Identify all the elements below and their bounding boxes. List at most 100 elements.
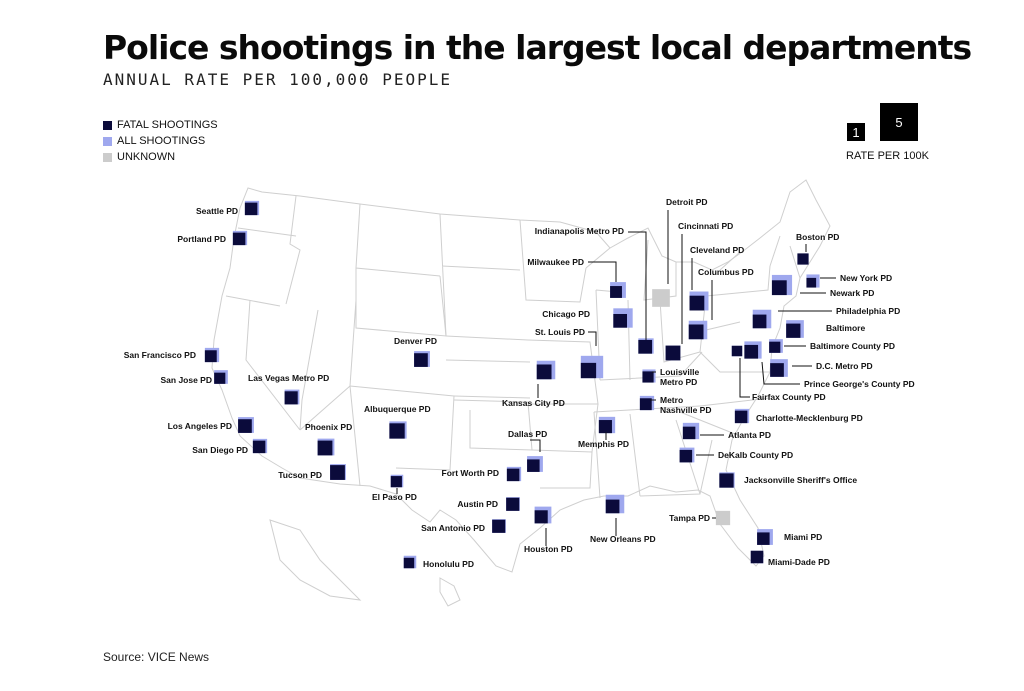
department-markers <box>204 200 820 569</box>
leader-indianapolis-metro-pd <box>628 231 647 340</box>
marker-fatal-new-orleans-pd <box>605 499 620 514</box>
label-tampa-pd: Tampa PD <box>669 513 710 523</box>
border-ar-la <box>531 403 599 489</box>
label-dekalb-county-pd: DeKalb County PD <box>718 450 793 460</box>
marker-fatal-chicago-pd <box>613 313 628 328</box>
marker-fatal-indianapolis-metro-pd <box>638 339 653 354</box>
department-labels: Seattle PD Portland PD San Francisco PD San… <box>124 197 915 569</box>
label-houston-pd: Houston PD <box>524 544 573 554</box>
marker-fatal-cleveland-pd <box>689 295 705 311</box>
border-wa-or <box>237 227 297 237</box>
label-baltimore-county-pd: Baltimore County PD <box>810 341 895 351</box>
marker-fatal-seattle-pd <box>244 202 258 216</box>
border-va-wv <box>699 321 770 373</box>
marker-fatal-dallas-pd <box>527 459 540 472</box>
marker-fatal-charlotte-mecklenburg-pd <box>734 410 748 424</box>
label-atlanta-pd: Atlanta PD <box>728 430 771 440</box>
marker-fatal-houston-pd <box>534 510 548 524</box>
marker-fatal-dekalb-county-pd <box>679 449 693 463</box>
border-pa-ny <box>705 251 771 297</box>
marker-fatal-tucson-pd <box>330 465 345 480</box>
label-san-jose-pd: San Jose PD <box>161 375 213 385</box>
marker-fatal-st-louis-pd <box>580 362 597 379</box>
label-san-diego-pd: San Diego PD <box>192 445 248 455</box>
marker-fatal-san-diego-pd <box>252 440 266 454</box>
scale-label: RATE PER 100K <box>846 150 929 162</box>
size-scale: 1 5 RATE PER 100K <box>842 103 942 163</box>
border-nc-sc <box>679 397 771 437</box>
marker-fatal-portland-pd <box>232 232 246 246</box>
scale-small-value: 1 <box>852 124 860 140</box>
marker-fatal-philadelphia-pd <box>752 314 767 329</box>
alaska-outline <box>269 519 362 601</box>
label-fort-worth-pd: Fort Worth PD <box>442 468 499 478</box>
marker-fatal-d-c-metro-pd <box>770 363 784 377</box>
legend-item-all: ALL SHOOTINGS <box>103 133 218 149</box>
legend-label-all: ALL SHOOTINGS <box>117 135 206 147</box>
marker-fatal-las-vegas-metro-pd <box>284 391 298 405</box>
label-dallas-pd: Dallas PD <box>508 429 547 439</box>
label-los-angeles-pd: Los Angeles PD <box>168 421 232 431</box>
border-dakotas <box>439 213 521 337</box>
marker-fatal-columbus-pd <box>688 324 704 340</box>
marker-fatal-newark-pd <box>771 280 787 296</box>
label-detroit-pd: Detroit PD <box>666 197 708 207</box>
label-new-york-pd: New York PD <box>840 273 892 283</box>
marker-fatal-baltimore <box>786 323 801 338</box>
border-mt <box>355 203 441 277</box>
marker-fatal-fairfax-county-pd <box>731 345 743 357</box>
border-id <box>285 195 301 305</box>
border-co-nm <box>349 385 455 397</box>
label-cleveland-pd: Cleveland PD <box>690 245 744 255</box>
border-ut-co <box>349 299 357 387</box>
border-ms-al <box>593 411 641 499</box>
label-san-antonio-pd: San Antonio PD <box>421 523 485 533</box>
label-denver-pd: Denver PD <box>394 336 437 346</box>
marker-fatal-louisville-metro-pd <box>642 371 654 383</box>
border-mn-ia <box>519 219 587 303</box>
marker-fatal-miami-pd <box>757 532 770 545</box>
scale-large-value: 5 <box>895 114 903 130</box>
label-memphis-pd: Memphis PD <box>578 439 629 449</box>
marker-fatal-austin-pd <box>506 497 520 511</box>
leader-st-louis-pd <box>588 331 597 346</box>
label-philadelphia-pd: Philadelphia PD <box>836 306 900 316</box>
legend-swatch-unknown <box>103 152 112 162</box>
label-phoenix-pd: Phoenix PD <box>305 422 352 432</box>
legend-swatch-fatal <box>103 120 112 130</box>
marker-fatal-cincinnati-pd <box>665 345 681 361</box>
marker-fatal-san-francisco-pd <box>204 350 217 363</box>
marker-fatal-honolulu-pd <box>403 557 415 569</box>
leader-fairfax-county-pd <box>739 358 750 398</box>
marker-fatal-phoenix-pd <box>317 440 333 456</box>
label-tucson-pd: Tucson PD <box>278 470 322 480</box>
marker-fatal-el-paso-pd <box>390 476 402 488</box>
label-louisville-metro-pd: Louisville Metro PD <box>660 367 699 387</box>
marker-fatal-memphis-pd <box>598 420 612 434</box>
legend-label-fatal: FATAL SHOOTINGS <box>117 119 218 131</box>
label-austin-pd: Austin PD <box>457 499 498 509</box>
leader-milwaukee-pd <box>588 261 617 282</box>
marker-fatal-albuquerque-pd <box>389 423 405 439</box>
label-kansas-city-pd: Kansas City PD <box>502 398 565 408</box>
leader-prince-george-s-county-pd <box>761 361 800 385</box>
border-or-ca <box>225 295 281 307</box>
marker-fatal-san-antonio-pd <box>492 519 506 533</box>
marker-fatal-los-angeles-pd <box>238 419 252 433</box>
label-miami-dade-pd: Miami-Dade PD <box>768 557 830 567</box>
label-charlotte-mecklenburg-pd: Charlotte-Mecklenburg PD <box>756 413 863 423</box>
border-wy <box>355 268 447 337</box>
label-miami-pd: Miami PD <box>784 532 822 542</box>
leader-dallas-pd <box>530 439 541 452</box>
border-nv-ut <box>299 309 319 431</box>
label-las-vegas-metro-pd: Las Vegas Metro PD <box>248 373 329 383</box>
label-indianapolis-metro-pd: Indianapolis Metro PD <box>535 226 624 236</box>
marker-fatal-kansas-city-pd <box>536 364 552 380</box>
marker-all-tampa-pd <box>715 510 731 526</box>
marker-fatal-miami-dade-pd <box>750 550 764 564</box>
label-san-francisco-pd: San Francisco PD <box>124 350 196 360</box>
marker-fatal-milwaukee-pd <box>610 286 622 298</box>
legend-label-unknown: UNKNOWN <box>117 151 176 163</box>
scale-box-large: 5 <box>880 103 918 141</box>
